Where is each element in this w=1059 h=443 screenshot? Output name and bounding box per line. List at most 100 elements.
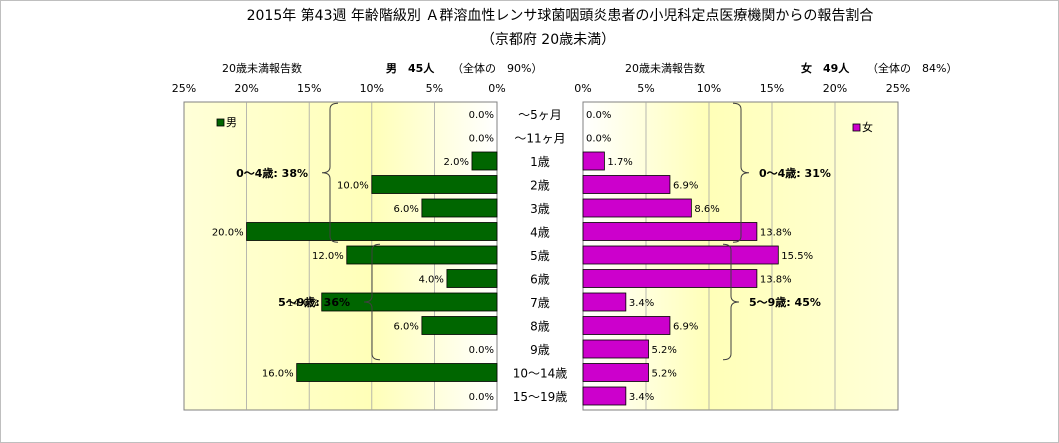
category-label: 2歳 (530, 179, 550, 193)
female-bar (582, 151, 605, 171)
category-labels: ～5ヶ月 ～11ヶ月 1歳 2歳 3歳 4歳 5歳 6歳 7歳 8歳 9歳 10～14歳 15～19歳 (513, 108, 568, 404)
category-label: 5歳 (530, 249, 550, 263)
female-group-brace (732, 102, 750, 243)
right-tick-labels: 0% 5% 10% 15% 20% 25% (574, 82, 910, 95)
left-tick-label: 25% (172, 82, 196, 95)
male-bar (371, 175, 498, 194)
right-tick-label: 20% (823, 82, 847, 95)
right-tick-label: 25% (886, 82, 910, 95)
age-group-annotations: 0～4歳: 38% 5～9歳: 36% 0～4歳: 31% 5～9歳: 45% (236, 102, 831, 361)
female-data-label: 13.8% (760, 228, 792, 239)
female-bar (582, 222, 758, 241)
male-data-label: 6.0% (393, 204, 418, 215)
male-legend: 男 (216, 116, 237, 129)
male-data-label: 12.0% (312, 251, 344, 262)
left-axis-label: 20歳未満報告数 (222, 62, 302, 75)
female-bars (582, 151, 779, 406)
male-data-label: 2.0% (444, 157, 469, 168)
female-data-label: 5.2% (652, 369, 677, 380)
left-tick-label: 0% (488, 82, 505, 95)
category-label: 6歳 (530, 273, 550, 287)
male-legend-swatch (216, 118, 225, 127)
right-count-label: 女 49人 (801, 61, 850, 75)
right-tick-label: 0% (574, 82, 591, 95)
female-legend: 女 (852, 120, 873, 134)
male-bars (246, 151, 498, 382)
female-group-label: 0～4歳: 31% (759, 166, 831, 180)
female-data-label: 13.8% (760, 275, 792, 286)
right-tick-label: 15% (760, 82, 784, 95)
female-bar (582, 363, 649, 382)
category-label: 9歳 (530, 343, 550, 357)
female-bar (582, 292, 627, 312)
female-data-label: 5.2% (652, 345, 677, 356)
male-bar (296, 363, 498, 382)
female-data-label: 8.6% (694, 204, 719, 215)
category-label: 4歳 (530, 226, 550, 240)
male-bar (246, 222, 498, 241)
category-label: 15～19歳 (513, 390, 568, 404)
female-data-label: 6.9% (673, 181, 698, 192)
category-label: 1歳 (530, 155, 550, 169)
male-group-label: 5～9歳: 36% (278, 295, 350, 309)
male-bar (346, 245, 498, 265)
female-data-label: 0.0% (586, 110, 611, 121)
right-tick-label: 10% (697, 82, 721, 95)
female-bar (582, 316, 671, 335)
female-legend-label: 女 (862, 120, 873, 134)
female-data-labels: 0.0% 0.0% 1.7% 6.9% 8.6% 13.8% 15.5% 13.8% 3.4% 6… (586, 110, 813, 403)
male-bar (446, 269, 498, 288)
male-data-label: 0.0% (469, 110, 494, 121)
male-bar (421, 198, 498, 218)
male-group-brace (321, 102, 339, 243)
left-tick-label: 10% (360, 82, 384, 95)
male-data-label: 14.0% (287, 298, 319, 309)
female-group-label: 5～9歳: 45% (749, 295, 821, 309)
category-label: ～11ヶ月 (514, 132, 565, 146)
male-data-label: 6.0% (393, 322, 418, 333)
male-bar (471, 151, 498, 171)
female-bar (582, 386, 627, 406)
female-data-label: 0.0% (586, 134, 611, 145)
male-data-label: 20.0% (212, 228, 244, 239)
female-legend-swatch (852, 123, 861, 132)
male-bar (421, 316, 498, 335)
category-label: 3歳 (530, 202, 550, 216)
male-legend-label: 男 (226, 116, 237, 129)
female-data-label: 1.7% (607, 157, 632, 168)
chart-subtitle: （京都府 20歳未満） (481, 32, 615, 48)
male-bar (321, 292, 498, 312)
right-share-label: （全体の 84%） (867, 61, 957, 75)
male-data-label: 0.0% (469, 345, 494, 356)
male-data-label: 16.0% (262, 369, 294, 380)
female-bar (582, 198, 692, 218)
left-tick-label: 5% (426, 82, 443, 95)
male-data-label: 0.0% (469, 392, 494, 403)
left-tick-label: 20% (234, 82, 258, 95)
female-data-label: 6.9% (673, 322, 698, 333)
left-share-label: （全体の 90%） (452, 61, 542, 75)
male-data-label: 10.0% (337, 181, 369, 192)
female-data-label: 3.4% (629, 392, 654, 403)
category-label: 7歳 (530, 296, 550, 310)
right-tick-label: 5% (637, 82, 654, 95)
left-count-label: 男 45人 (386, 61, 435, 75)
category-label: ～5ヶ月 (518, 108, 562, 122)
left-tick-label: 15% (297, 82, 321, 95)
right-axis-label: 20歳未満報告数 (625, 62, 705, 75)
female-bar (582, 269, 758, 288)
female-data-label: 15.5% (781, 251, 813, 262)
chart-title: 2015年 第43週 年齢階級別 Ａ群溶血性レンサ球菌咽頭炎患者の小児科定点医療… (247, 7, 874, 24)
left-tick-labels: 25% 20% 15% 10% 5% 0% (172, 82, 506, 95)
female-bar (582, 245, 779, 265)
male-group-brace (363, 243, 381, 361)
female-bar (582, 339, 649, 359)
female-bar (582, 175, 671, 194)
male-data-label: 0.0% (469, 134, 494, 145)
female-group-brace (722, 243, 740, 361)
male-data-label: 4.0% (419, 275, 444, 286)
category-label: 8歳 (530, 320, 550, 334)
male-group-label: 0～4歳: 38% (236, 166, 308, 180)
category-label: 10～14歳 (513, 367, 568, 381)
